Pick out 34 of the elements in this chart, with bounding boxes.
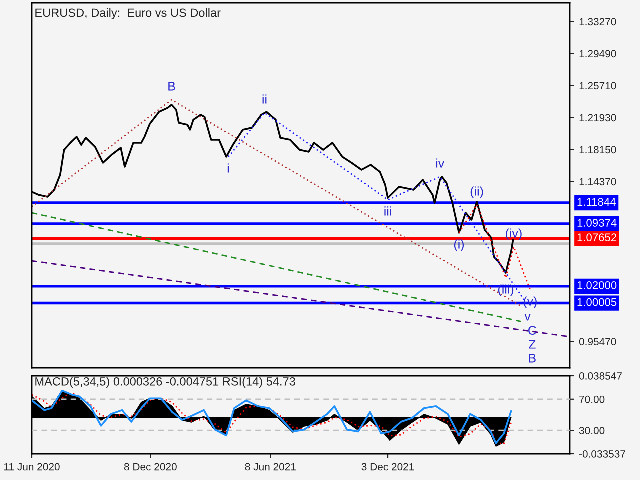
- y-tick-label: 1.18150: [580, 146, 616, 154]
- ref-line-label: 1.07652: [578, 234, 617, 242]
- ref-line-label: 1.09374: [578, 219, 617, 227]
- x-tick-label: 11 Jun 2020: [4, 463, 60, 471]
- y-tick-label: 1.21930: [580, 114, 616, 122]
- annotation: (i): [454, 240, 464, 252]
- annotation: C: [528, 326, 536, 336]
- ref-line-label: 1.02000: [578, 282, 617, 290]
- y-tick-label: 1.25710: [580, 82, 616, 90]
- y-tick-label: 0.95470: [579, 338, 616, 346]
- y-tick-label: 1.14370: [580, 178, 616, 186]
- y-tick-label: 0.038547: [579, 372, 622, 380]
- chart-title: EURUSD, Daily: Euro vs US Dollar: [36, 8, 221, 20]
- annotation: B: [168, 82, 176, 91]
- annotation: iii: [384, 206, 392, 216]
- ref-line-label: 1.11844: [578, 198, 616, 206]
- x-tick-label: 3 Dec 2021: [362, 463, 414, 471]
- x-tick-label: 8 Dec 2020: [124, 463, 177, 471]
- annotation: Z: [529, 340, 536, 349]
- annotation: B: [529, 354, 536, 363]
- y2-tick-label: 70.00: [580, 396, 605, 404]
- y-tick-label: 1.33270: [580, 18, 616, 26]
- y-tick-label: -0.033537: [579, 450, 626, 458]
- annotation: (iii): [498, 284, 514, 296]
- x-tick-label: 8 Jun 2021: [245, 463, 296, 471]
- y-tick-label: 1.29490: [580, 50, 616, 58]
- annotation: iv: [436, 158, 445, 168]
- annotation: v: [524, 314, 531, 321]
- annotation: ii: [262, 94, 267, 104]
- annotation: i: [228, 164, 230, 173]
- chart-title: MACD(5,34,5) 0.000326 -0.004751 RSI(14) 54.73: [36, 377, 296, 388]
- annotation: (ii): [470, 186, 484, 198]
- ref-line-label: 1.00005: [578, 298, 617, 306]
- y2-tick-label: 30.00: [579, 427, 605, 434]
